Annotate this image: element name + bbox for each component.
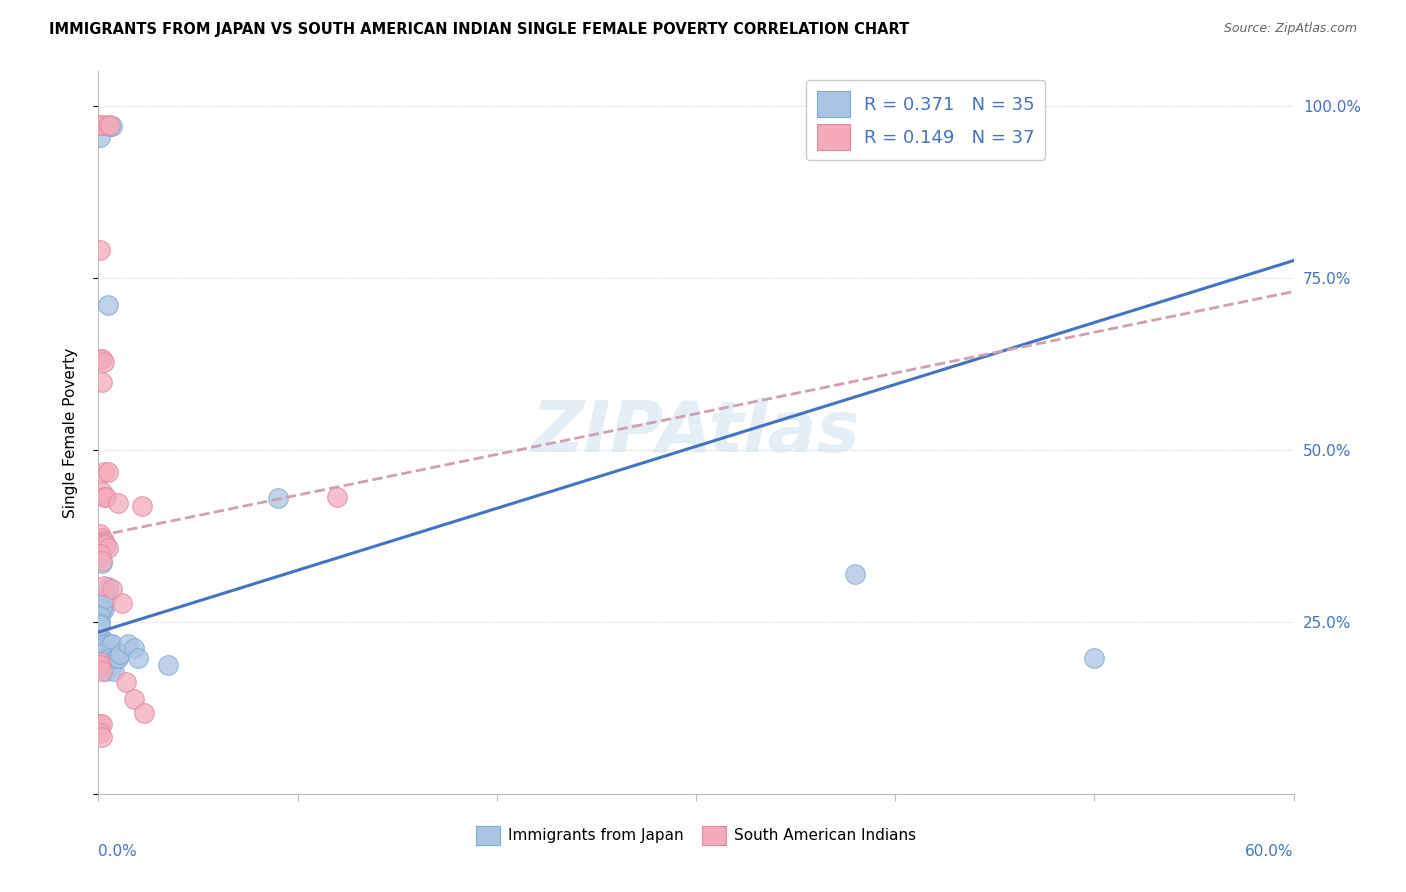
Point bbox=[89, 129, 111, 144]
Point bbox=[89, 716, 111, 731]
Point bbox=[93, 657, 115, 672]
Point bbox=[103, 665, 125, 679]
Point bbox=[110, 647, 132, 661]
Point bbox=[91, 655, 114, 669]
Point bbox=[93, 490, 115, 504]
Point bbox=[117, 637, 139, 651]
Point bbox=[124, 640, 146, 655]
Point bbox=[91, 665, 114, 679]
Point bbox=[91, 118, 114, 132]
Point bbox=[96, 665, 118, 679]
Y-axis label: Single Female Poverty: Single Female Poverty bbox=[63, 348, 77, 517]
Point bbox=[326, 490, 349, 504]
Text: ZIPAtlas: ZIPAtlas bbox=[531, 398, 860, 467]
Point bbox=[98, 120, 122, 134]
Point bbox=[101, 657, 124, 672]
Point bbox=[96, 538, 118, 552]
Legend: Immigrants from Japan, South American Indians: Immigrants from Japan, South American In… bbox=[470, 820, 922, 851]
Point bbox=[267, 491, 290, 505]
Point bbox=[97, 118, 120, 132]
Point bbox=[91, 351, 114, 366]
Point bbox=[93, 533, 115, 548]
Point bbox=[89, 526, 111, 541]
Point bbox=[91, 554, 114, 568]
Point bbox=[93, 634, 115, 648]
Point bbox=[89, 657, 111, 672]
Point bbox=[98, 650, 122, 665]
Text: Source: ZipAtlas.com: Source: ZipAtlas.com bbox=[1223, 22, 1357, 36]
Point bbox=[89, 618, 111, 632]
Point bbox=[105, 650, 128, 665]
Point bbox=[89, 647, 111, 661]
Point bbox=[93, 579, 115, 593]
Point bbox=[111, 596, 134, 610]
Point bbox=[89, 726, 111, 740]
Point bbox=[115, 675, 138, 690]
Point bbox=[91, 602, 114, 616]
Point bbox=[91, 376, 114, 390]
Point bbox=[91, 485, 114, 500]
Point bbox=[97, 581, 120, 595]
Point bbox=[1083, 650, 1105, 665]
Text: 0.0%: 0.0% bbox=[98, 845, 138, 860]
Point bbox=[98, 637, 122, 651]
Point bbox=[131, 500, 153, 514]
Point bbox=[96, 490, 118, 504]
Point bbox=[91, 557, 114, 571]
Point bbox=[96, 637, 118, 651]
Point bbox=[101, 120, 124, 134]
Point bbox=[89, 548, 111, 562]
Point bbox=[89, 609, 111, 624]
Point bbox=[91, 531, 114, 545]
Point bbox=[96, 591, 118, 605]
Point bbox=[97, 298, 120, 312]
Point bbox=[127, 650, 149, 665]
Point bbox=[101, 582, 124, 596]
Point bbox=[89, 616, 111, 631]
Point bbox=[89, 655, 111, 669]
Point bbox=[93, 355, 115, 369]
Point bbox=[93, 596, 115, 610]
Point bbox=[91, 731, 114, 745]
Point bbox=[107, 650, 129, 665]
Point bbox=[98, 118, 122, 132]
Point bbox=[89, 244, 111, 258]
Point bbox=[91, 632, 114, 646]
Point bbox=[97, 465, 120, 479]
Point bbox=[844, 566, 866, 581]
Point bbox=[124, 692, 146, 706]
Point bbox=[157, 657, 180, 672]
Point bbox=[101, 637, 124, 651]
Point bbox=[89, 118, 111, 132]
Point bbox=[93, 465, 115, 479]
Text: IMMIGRANTS FROM JAPAN VS SOUTH AMERICAN INDIAN SINGLE FEMALE POVERTY CORRELATION: IMMIGRANTS FROM JAPAN VS SOUTH AMERICAN … bbox=[49, 22, 910, 37]
Point bbox=[97, 541, 120, 555]
Point bbox=[93, 602, 115, 616]
Point bbox=[107, 496, 129, 510]
Point bbox=[134, 706, 156, 720]
Point bbox=[89, 351, 111, 366]
Point bbox=[91, 716, 114, 731]
Text: 60.0%: 60.0% bbox=[1246, 845, 1294, 860]
